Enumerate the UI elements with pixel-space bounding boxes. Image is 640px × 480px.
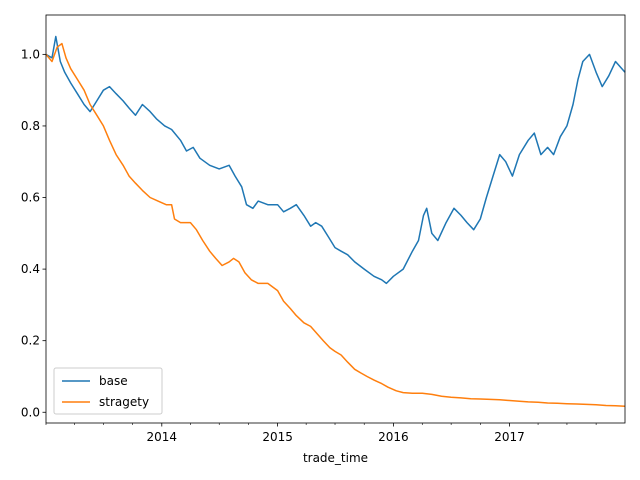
x-axis-ticks: 2014 2015 2016 2017 (45, 423, 597, 444)
axes-layer (45, 14, 626, 424)
y-axis-ticks: 0.0 0.2 0.4 0.6 0.8 1.0 (21, 47, 46, 419)
series-layer (45, 35, 626, 407)
legend-label-base: base (99, 374, 128, 388)
x-tick-label: 2016 (378, 430, 409, 444)
y-tick-label: 0.2 (21, 334, 40, 348)
x-tick-label: 2015 (262, 430, 293, 444)
legend-label-stragety: stragety (99, 395, 149, 409)
series-line-stragety (45, 42, 626, 407)
y-tick-label: 0.4 (21, 262, 40, 276)
series-line-base (45, 35, 626, 285)
y-tick-label: 1.0 (21, 47, 40, 61)
y-tick-label: 0.0 (21, 405, 40, 419)
y-tick-label: 0.6 (21, 191, 40, 205)
x-axis-title: trade_time (303, 451, 368, 465)
legend: base stragety (53, 367, 163, 415)
x-tick-label: 2017 (494, 430, 525, 444)
plot-frame (45, 14, 626, 424)
x-tick-label: 2014 (147, 430, 178, 444)
y-tick-label: 0.8 (21, 119, 40, 133)
